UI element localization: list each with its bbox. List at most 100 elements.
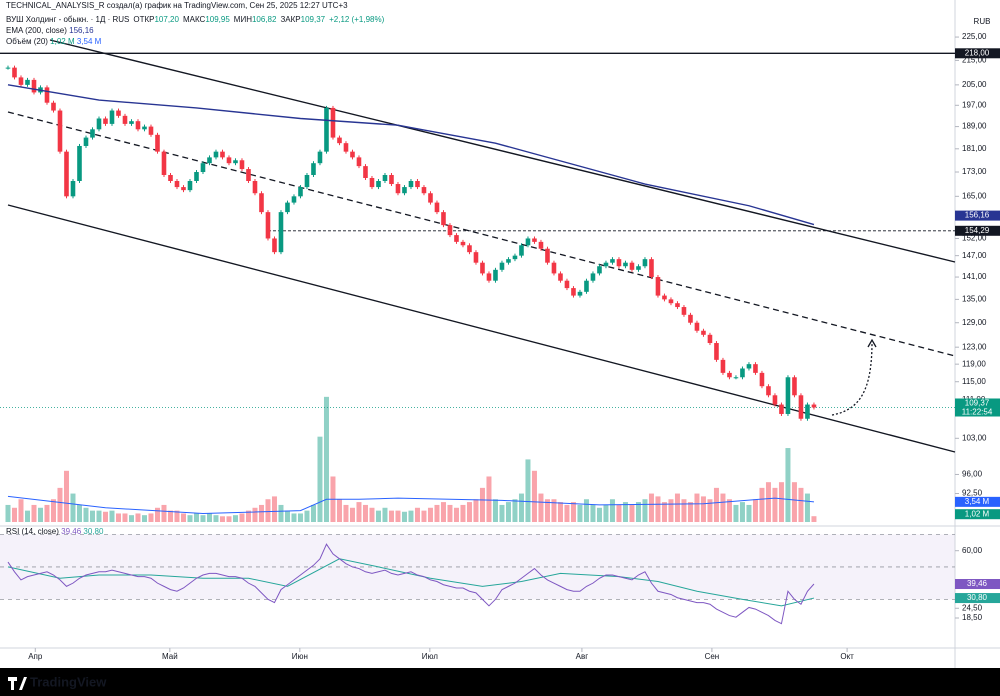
countdown: 11:22:54 <box>962 408 993 417</box>
candle <box>486 273 492 281</box>
volume-bar <box>772 487 778 522</box>
candle <box>317 151 323 164</box>
candle <box>174 180 180 188</box>
volume-bar <box>473 499 479 522</box>
volume-bar <box>512 499 518 522</box>
candle <box>714 343 719 360</box>
candle <box>623 262 628 267</box>
rsi-tick-label: 18,50 <box>962 613 983 622</box>
volume-bar <box>180 513 186 522</box>
volume-bar <box>148 513 154 522</box>
candle <box>376 180 381 188</box>
volume-bar <box>356 502 362 522</box>
candle <box>96 118 102 130</box>
candle <box>779 404 784 414</box>
x-tick-label: Май <box>162 652 178 661</box>
candle <box>584 280 589 292</box>
candle <box>454 235 459 242</box>
rsi-tick-label: 24,50 <box>962 603 983 612</box>
currency: RUB <box>974 17 991 26</box>
candle <box>343 143 349 152</box>
candle <box>12 67 17 78</box>
volume-bar <box>375 510 381 522</box>
y-tick-label: 225,00 <box>962 32 987 41</box>
volume-bar <box>63 470 69 522</box>
x-tick-label: Окт <box>840 652 854 661</box>
volume-bar <box>401 511 407 522</box>
volume-bar <box>141 515 147 522</box>
legend-ema: EMA (200, close) 156,16 <box>6 26 94 35</box>
candle <box>51 102 56 111</box>
volume-badge-bg <box>955 509 1000 520</box>
candle <box>649 259 654 278</box>
candle <box>597 266 602 274</box>
volume-bar <box>57 487 63 522</box>
ohlc-value: 107,20 <box>154 15 179 24</box>
candle <box>109 110 115 124</box>
candle <box>363 166 368 178</box>
candle <box>77 145 82 181</box>
projection-arrowhead <box>867 338 877 348</box>
ohlc-key: МИН <box>234 15 252 24</box>
volume-bar <box>674 493 680 522</box>
candle <box>434 202 440 213</box>
candle <box>428 193 433 203</box>
volume-bar <box>759 487 765 522</box>
ema-line <box>7 84 815 226</box>
candle <box>785 377 791 414</box>
volume-bar <box>310 504 316 522</box>
candle <box>278 212 284 253</box>
volume-bar <box>304 510 310 522</box>
volume-bar <box>193 513 199 522</box>
candle <box>701 330 706 335</box>
volume-bar <box>187 515 193 522</box>
y-tick-label: 135,00 <box>962 294 987 303</box>
candle <box>551 262 557 274</box>
candle <box>285 202 290 213</box>
candle <box>168 174 173 181</box>
candle <box>525 238 531 246</box>
candle <box>304 174 310 188</box>
candle <box>668 299 674 304</box>
candle <box>291 196 297 203</box>
candle <box>324 107 329 152</box>
y-tick-label: 123,00 <box>962 342 987 351</box>
volume-bar <box>18 499 24 522</box>
candle <box>493 269 498 281</box>
volume-bar <box>70 493 76 522</box>
volume-bar <box>388 510 394 522</box>
candle <box>519 245 524 256</box>
candle <box>792 377 797 396</box>
candle <box>681 307 687 315</box>
candle <box>5 67 11 69</box>
rsi-ma-badge-bg <box>955 593 1000 604</box>
ohlc-value: 106,82 <box>252 15 277 24</box>
candle <box>369 177 375 188</box>
candle <box>408 180 414 188</box>
volume-bar <box>297 513 303 522</box>
volume-bar <box>447 504 453 522</box>
volume-bar <box>37 507 43 522</box>
candle <box>44 87 50 103</box>
footer-logo[interactable]: TradingView <box>8 674 107 690</box>
volume-bar <box>590 504 596 522</box>
volume-bar <box>161 504 167 522</box>
symbol: ВУШ Холдинг - обыкн. · 1Д · RUS <box>6 15 129 24</box>
volume-bar <box>135 513 141 522</box>
volume-bar <box>167 510 173 522</box>
ohlc-value: 109,95 <box>205 15 230 24</box>
volume-bar <box>778 482 784 522</box>
candle <box>545 248 550 263</box>
volume-bar <box>642 499 648 522</box>
rsi-ma-line <box>7 558 815 607</box>
candle <box>421 187 427 194</box>
candle <box>103 118 108 124</box>
candle <box>499 262 505 270</box>
candle <box>707 334 713 344</box>
volume-bar <box>661 502 667 522</box>
volume-bar <box>616 504 622 522</box>
candle <box>772 395 778 405</box>
volume-bar <box>557 502 563 522</box>
